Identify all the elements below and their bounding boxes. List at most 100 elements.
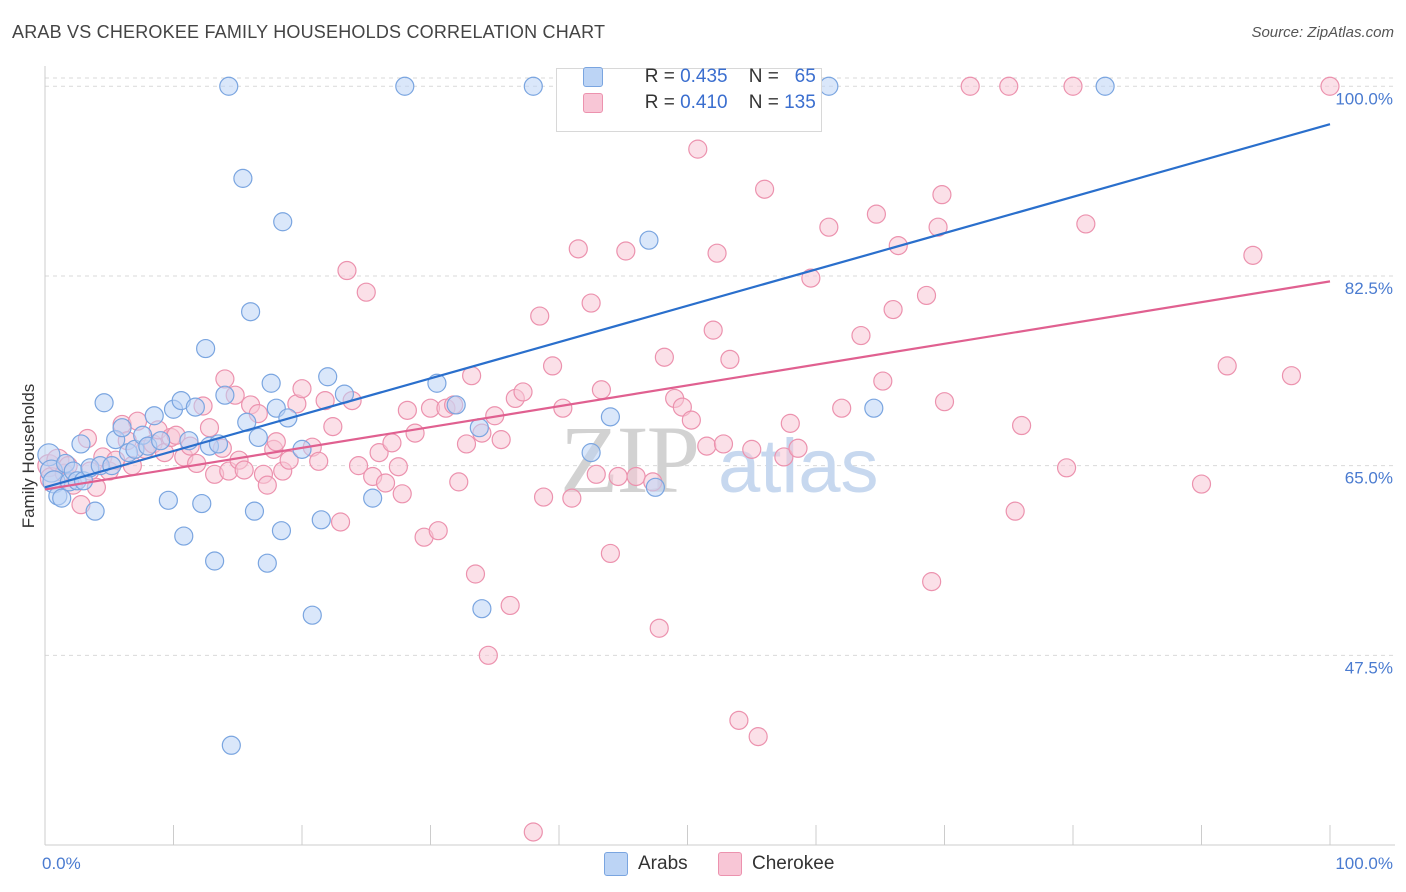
arab-point (244, 501, 265, 521)
cherokee-point (1191, 474, 1212, 494)
cherokee-point (672, 397, 692, 417)
cherokee-point (649, 618, 669, 638)
cherokee-point (348, 456, 369, 476)
arab-trend-line (44, 123, 1331, 489)
cherokee-point (742, 439, 762, 459)
cherokee-point (654, 347, 674, 367)
arab-point (151, 431, 171, 451)
arab-point (158, 490, 178, 510)
arab-point (469, 418, 489, 438)
arab-n-label: N = (748, 66, 785, 87)
cherokee-n-value: 135 (784, 92, 816, 113)
arab-point (257, 553, 277, 573)
cherokee-point (323, 417, 343, 437)
arab-point (174, 526, 194, 546)
arab-point (311, 510, 331, 530)
cherokee-point (616, 241, 636, 261)
grid-lines (45, 77, 1395, 656)
cherokee-r-value: 0.410 (680, 92, 728, 113)
cherokee-point (449, 472, 469, 492)
cherokee-point (392, 484, 412, 504)
cherokee-point (562, 488, 582, 508)
cherokee-point (478, 645, 498, 665)
arab-point (94, 393, 114, 413)
cherokee-point (801, 268, 821, 288)
axes (44, 66, 1395, 846)
cherokee-point (688, 139, 708, 159)
cherokee-point (934, 392, 955, 412)
cherokee-point (1076, 214, 1096, 234)
cherokee-point (922, 572, 942, 592)
source-label: Source: ZipAtlas.com (1251, 24, 1394, 41)
watermark: ZIP atlas (560, 406, 879, 513)
cherokee-point (832, 398, 852, 418)
arab-r-value: 0.435 (680, 66, 728, 87)
cherokee-point (356, 282, 376, 302)
cherokee-point (788, 438, 808, 458)
cherokee-point (600, 543, 621, 564)
legend-item-arabs[interactable]: Arabs (604, 852, 688, 876)
y-tick-label: 100.0% (1335, 89, 1393, 108)
arab-point (205, 551, 225, 571)
cherokee-point (697, 436, 717, 456)
tick-labels: 47.5% 65.0% 82.5% 100.0% 0.0% 100.0% Family Ho… (19, 89, 1393, 873)
x-tick-label-end: 100.0% (1335, 854, 1393, 873)
cherokee-point (199, 418, 220, 438)
arab-point (600, 407, 621, 427)
cherokee-point (388, 457, 408, 477)
cherokee-point (586, 464, 606, 484)
cherokee-point (465, 564, 486, 584)
cherokee-point (553, 398, 573, 418)
cherokee-point (581, 293, 601, 313)
cherokee-point (928, 217, 948, 237)
watermark-zip: ZIP (560, 406, 698, 513)
cherokee-point (681, 410, 701, 430)
cherokee-point (315, 390, 335, 411)
trend-lines (44, 123, 1331, 491)
stats-legend: R = 0.435 N = 65 R = 0.410 N = 135 (556, 66, 822, 132)
arabs-legend-label: Arabs (638, 853, 688, 874)
y-tick-label: 82.5% (1345, 279, 1393, 298)
x-tick-label-start: 0.0% (42, 854, 81, 873)
cherokee-n-label: N = (748, 92, 785, 113)
cherokee-point (523, 822, 543, 842)
y-axis-label: Family Households (19, 384, 38, 529)
arab-point (639, 230, 659, 250)
cherokee-legend-label: Cherokee (752, 853, 835, 874)
cherokee-point (591, 380, 612, 400)
cherokee-r-label: R = (644, 92, 681, 113)
arab-point (112, 418, 132, 438)
cherokee-point (1005, 501, 1025, 521)
cherokee-point (279, 450, 299, 470)
cherokee-point (873, 371, 893, 391)
cherokee-point (1056, 458, 1077, 478)
cherokee-point (1011, 415, 1032, 436)
cherokee-point (1281, 366, 1302, 386)
cherokee-point (456, 434, 477, 454)
cherokee-point (215, 369, 235, 389)
arab-point (233, 168, 253, 188)
arab-point (864, 398, 884, 418)
cherokee-point (330, 512, 351, 532)
cherokee-point (309, 451, 329, 471)
cherokee-point (337, 260, 357, 281)
arab-point (52, 488, 72, 508)
arab-swatch (583, 67, 603, 87)
cherokee-point (382, 433, 402, 453)
arab-point (1095, 76, 1115, 96)
arab-point (302, 605, 322, 625)
cherokee-point (774, 447, 794, 467)
arab-point (85, 501, 105, 521)
cherokee-point (530, 306, 550, 326)
cherokee-point (491, 430, 511, 450)
cherokee-swatch (583, 93, 603, 113)
arab-point (523, 76, 543, 96)
cherokee-point (542, 356, 563, 376)
cherokee-point (866, 204, 886, 224)
legend-item-cherokee[interactable]: Cherokee (718, 852, 834, 876)
cherokee-point (533, 487, 554, 507)
arab-point (363, 488, 383, 508)
cherokee-point (405, 423, 425, 443)
arab-point (318, 367, 338, 387)
